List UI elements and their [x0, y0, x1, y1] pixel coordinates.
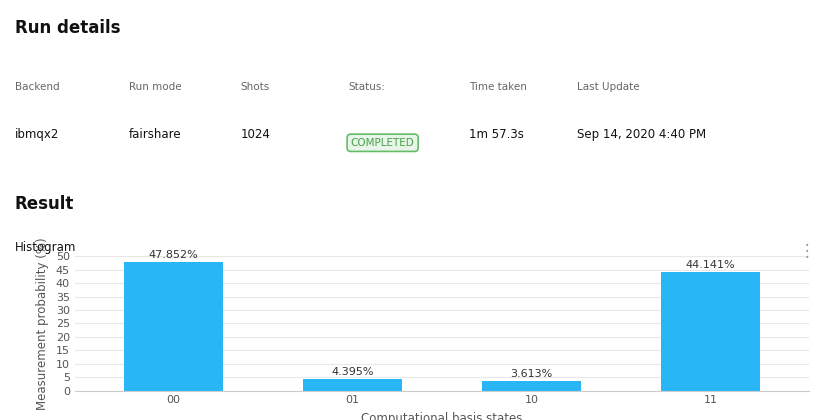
Text: Run details: Run details	[15, 19, 120, 37]
Text: fairshare: fairshare	[129, 128, 181, 141]
Bar	[303, 379, 402, 391]
Text: Last Update: Last Update	[577, 82, 639, 92]
Bar	[662, 272, 760, 391]
Text: 44.141%: 44.141%	[686, 260, 735, 270]
Text: Status:: Status:	[349, 82, 386, 92]
Text: 47.852%: 47.852%	[149, 250, 198, 260]
Text: Result: Result	[15, 195, 75, 213]
Text: 1024: 1024	[241, 128, 271, 141]
X-axis label: Computational basis states: Computational basis states	[361, 412, 523, 420]
Bar	[124, 262, 222, 391]
Text: 1m 57.3s: 1m 57.3s	[469, 128, 524, 141]
Y-axis label: Measurement probability (%): Measurement probability (%)	[36, 237, 49, 410]
Text: ⋮: ⋮	[798, 241, 815, 260]
Bar	[482, 381, 581, 391]
Text: 3.613%: 3.613%	[510, 369, 553, 379]
Text: 4.395%: 4.395%	[331, 367, 374, 377]
Text: Shots: Shots	[241, 82, 270, 92]
Text: Sep 14, 2020 4:40 PM: Sep 14, 2020 4:40 PM	[577, 128, 706, 141]
Text: Backend: Backend	[15, 82, 60, 92]
Text: Run mode: Run mode	[129, 82, 181, 92]
Text: Time taken: Time taken	[469, 82, 527, 92]
Text: COMPLETED: COMPLETED	[351, 138, 414, 148]
Text: Histogram: Histogram	[15, 241, 76, 255]
Text: ibmqx2: ibmqx2	[15, 128, 59, 141]
